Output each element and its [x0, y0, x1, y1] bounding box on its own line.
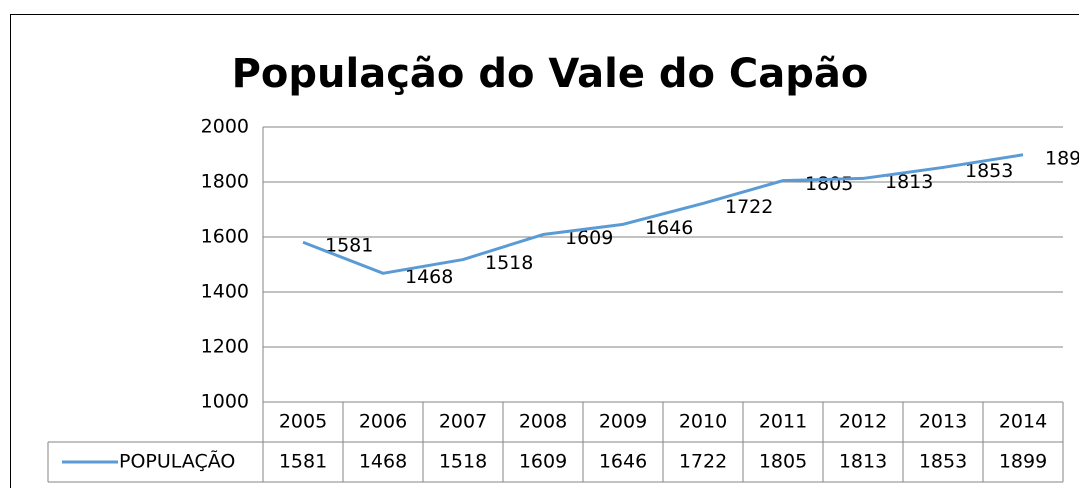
x-tick-label: 2014 [999, 411, 1047, 433]
table-value: 1853 [919, 451, 967, 473]
table-value: 1722 [679, 451, 727, 473]
table-value: 1899 [999, 451, 1047, 473]
series-line [302, 153, 1024, 275]
x-tick-label: 2009 [599, 411, 647, 433]
x-tick-label: 2010 [679, 411, 727, 433]
x-tick-label: 2012 [839, 411, 887, 433]
table-value: 1468 [359, 451, 407, 473]
y-tick-label: 1600 [201, 226, 249, 248]
data-label: 1581 [325, 235, 373, 257]
x-tick-label: 2008 [519, 411, 567, 433]
x-tick-label: 2011 [759, 411, 807, 433]
table-value: 1646 [599, 451, 647, 473]
data-label: 1853 [965, 160, 1013, 182]
legend-label: POPULAÇÃO [119, 450, 235, 473]
data-label: 1813 [885, 171, 933, 193]
table-value: 1609 [519, 451, 567, 473]
data-label: 1609 [565, 227, 613, 249]
table-value: 1813 [839, 451, 887, 473]
data-label: 1518 [485, 252, 533, 274]
data-label: 1646 [645, 217, 693, 239]
table-value: 1805 [759, 451, 807, 473]
table-value: 1581 [279, 451, 327, 473]
x-tick-label: 2006 [359, 411, 407, 433]
y-tick-label: 1800 [201, 171, 249, 193]
y-tick-label: 1400 [201, 281, 249, 303]
chart-frame [10, 14, 1079, 488]
x-tick-label: 2013 [919, 411, 967, 433]
y-tick-label: 1200 [201, 336, 249, 358]
y-tick-label: 2000 [201, 116, 249, 138]
chart-title: População do Vale do Capão [232, 51, 869, 97]
data-label: 1805 [805, 173, 853, 195]
table-value: 1518 [439, 451, 487, 473]
x-tick-label: 2007 [439, 411, 487, 433]
x-tick-label: 2005 [279, 411, 327, 433]
data-label: 1468 [405, 266, 453, 288]
data-label: 1722 [725, 196, 773, 218]
y-tick-label: 1000 [201, 391, 249, 413]
data-label: 1899 [1045, 147, 1079, 169]
